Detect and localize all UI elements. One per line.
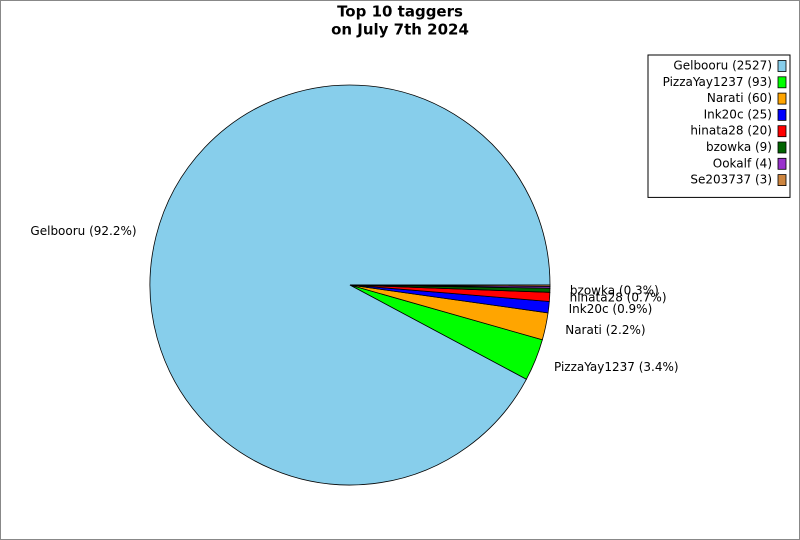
legend-swatch [777,109,787,121]
legend-label: Ookalf (4) [713,156,772,170]
legend-box [647,54,791,198]
slice-label: PizzaYay1237 (3.4%) [554,360,679,374]
legend-swatch [777,76,787,89]
legend-label: Se203737 (3) [690,173,772,187]
slice-label: hinata28 (0.7%) [570,291,667,305]
slice-label: Gelbooru (92.2%) [30,224,136,238]
pie-slice [349,284,551,287]
legend-label: bzowka (9) [706,140,772,154]
legend-swatch [777,141,787,154]
slice-label: bzowka (0.3%) [570,283,659,297]
legend-label: hinata28 (20) [690,124,772,138]
chart-title: on July 7th 2024 [331,21,469,39]
legend-label: Narati (60) [707,91,772,105]
chart-title: Top 10 taggers [337,3,463,21]
legend-swatch [777,174,787,187]
legend-swatch [777,157,787,170]
slice-label: Ink20c (0.9%) [569,302,653,316]
legend-swatch [777,125,787,138]
legend-swatch [777,92,787,105]
legend-label: PizzaYay1237 (93) [663,75,772,89]
legend-label: Gelbooru (2527) [673,59,772,73]
legend-label: Ink20c (25) [704,107,772,121]
slice-label: Narati (2.2%) [565,323,645,337]
legend-swatch [777,60,787,72]
